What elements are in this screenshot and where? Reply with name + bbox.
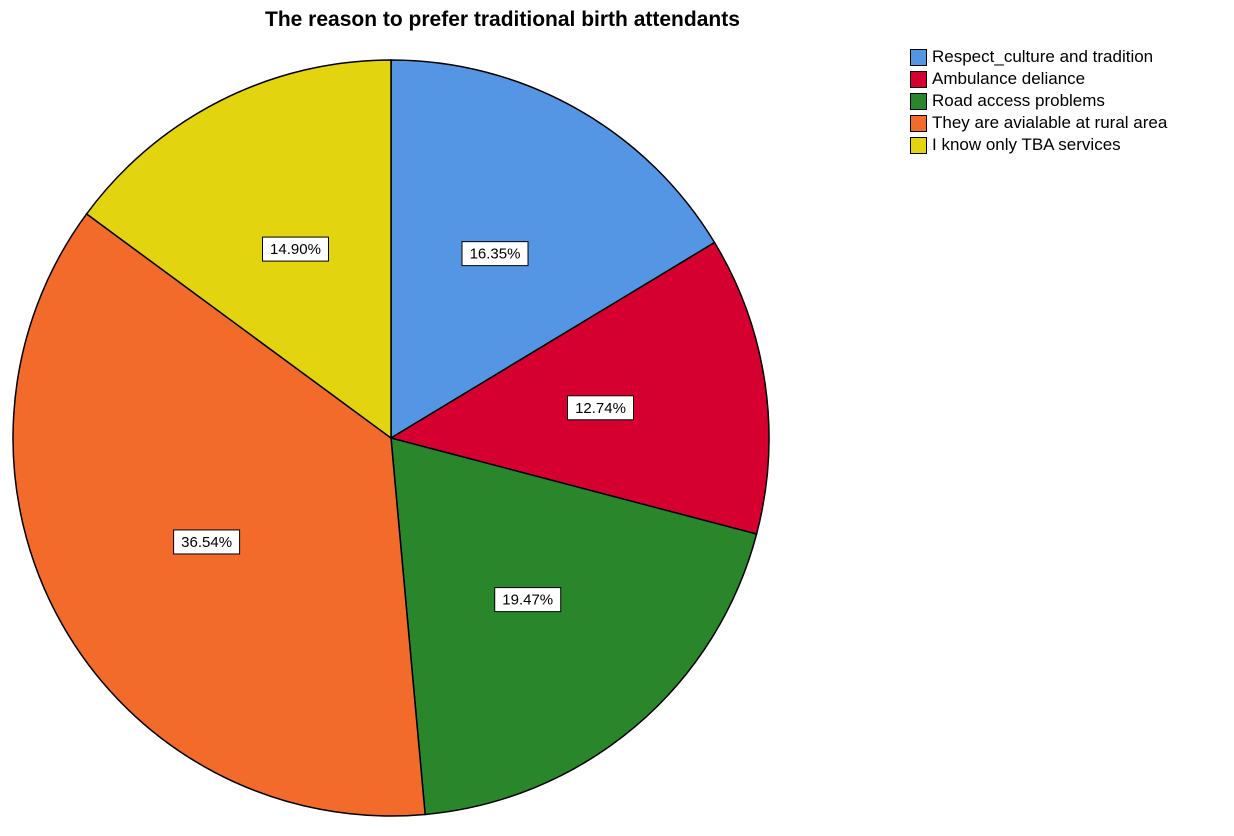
- pie-slice-1: [390, 59, 716, 440]
- legend-item-1: Respect_culture and tradition: [910, 46, 1167, 68]
- data-label-1: 16.35%: [461, 241, 529, 267]
- pie-slice-3: [390, 437, 758, 816]
- data-label-box: [494, 587, 562, 613]
- data-label-text: 12.74%: [575, 400, 626, 417]
- data-label-text: 14.90%: [270, 241, 321, 258]
- data-label-text: 19.47%: [502, 592, 553, 609]
- data-label-2: 12.74%: [567, 395, 635, 421]
- legend-label: Ambulance deliance: [932, 69, 1086, 88]
- chart-title: The reason to prefer traditional birth a…: [265, 8, 740, 31]
- legend-item-5: I know only TBA services: [910, 134, 1167, 156]
- legend-label: Road access problems: [932, 91, 1105, 110]
- legend-swatch: [910, 114, 927, 132]
- legend-label: They are avialable at rural area: [932, 113, 1168, 132]
- data-label-box: [567, 395, 635, 421]
- legend-swatch: [910, 48, 927, 66]
- legend-item-4: They are avialable at rural area: [910, 112, 1167, 134]
- legend-item-2: Ambulance deliance: [910, 68, 1167, 90]
- data-label-3: 19.47%: [494, 587, 562, 613]
- legend-item-3: Road access problems: [910, 90, 1167, 112]
- legend-swatch: [910, 70, 927, 88]
- legend: Respect_culture and tradition Ambulance d…: [910, 46, 1167, 156]
- pie-slice-5: [85, 59, 392, 440]
- legend-swatch: [910, 136, 927, 154]
- legend-label: I know only TBA services: [932, 135, 1121, 154]
- data-label-4: 36.54%: [173, 529, 241, 555]
- data-label-box: [261, 236, 329, 262]
- legend-swatch: [910, 92, 927, 110]
- data-label-text: 16.35%: [470, 246, 521, 263]
- pie-slice-4: [12, 212, 426, 817]
- data-label-5: 14.90%: [261, 236, 329, 262]
- data-label-box: [461, 241, 529, 267]
- legend-label: Respect_culture and tradition: [932, 47, 1154, 66]
- pie-slice-2: [389, 241, 770, 535]
- data-label-box: [173, 529, 241, 555]
- data-label-text: 36.54%: [181, 534, 232, 551]
